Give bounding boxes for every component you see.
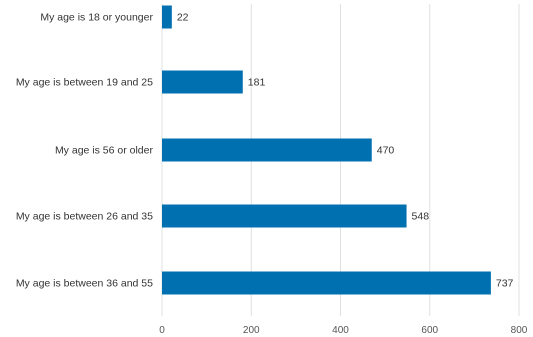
x-tick-label-0: 0 (159, 325, 165, 336)
x-tick-label-1: 200 (243, 325, 260, 336)
x-tick-label-2: 400 (332, 325, 349, 336)
category-label-3: My age is between 26 and 35 (16, 211, 153, 223)
bar-3 (162, 204, 407, 228)
data-label-1: 181 (248, 77, 266, 89)
data-label-2: 470 (377, 145, 395, 157)
bars (162, 5, 491, 295)
data-label-0: 22 (177, 12, 189, 24)
category-label-0: My age is 18 or younger (40, 12, 153, 24)
x-axis-ticks: 0 200 400 600 800 (159, 325, 528, 336)
bar-4 (162, 271, 491, 295)
bar-0 (162, 5, 172, 29)
category-label-1: My age is between 19 and 25 (16, 77, 153, 89)
bar-2 (162, 138, 372, 162)
data-label-4: 737 (496, 278, 514, 290)
category-label-4: My age is between 36 and 55 (16, 278, 153, 290)
x-tick-label-4: 800 (511, 325, 528, 336)
value-labels: 22 181 470 548 737 (177, 12, 514, 290)
bar-1 (162, 70, 243, 94)
data-label-3: 548 (412, 211, 430, 223)
x-tick-label-3: 600 (421, 325, 438, 336)
category-labels: My age is 18 or younger My age is between… (16, 12, 154, 290)
category-label-2: My age is 56 or older (55, 145, 154, 157)
